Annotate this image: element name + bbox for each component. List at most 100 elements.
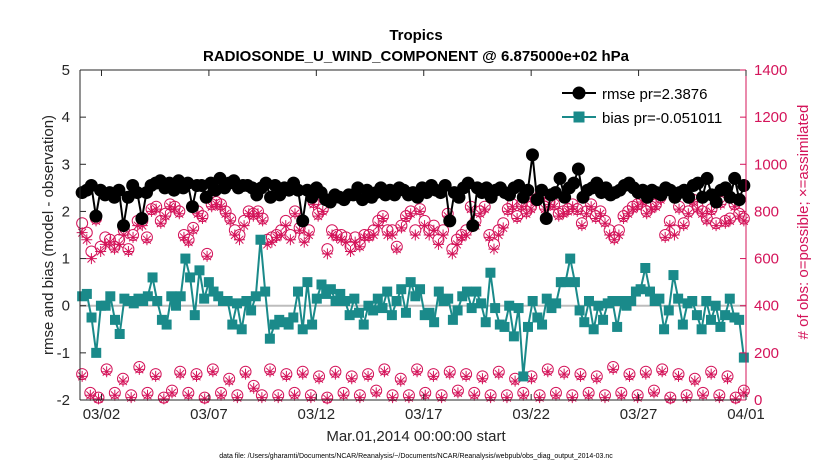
obs-assimilated-point	[321, 393, 333, 405]
obs-assimilated-point	[354, 392, 366, 404]
obs-assimilated-point	[270, 231, 282, 243]
obs-assimilated-point	[158, 393, 170, 405]
obs-assimilated-point	[113, 238, 125, 250]
rmse-point	[728, 171, 742, 185]
bias-point	[668, 270, 679, 281]
bias-point	[537, 319, 548, 330]
obs-assimilated-point	[583, 389, 595, 401]
bias-point	[527, 296, 538, 306]
obs-assimilated-point	[664, 393, 676, 405]
bias-point	[297, 324, 308, 335]
obs-assimilated-point	[591, 373, 603, 385]
obs-assimilated-point	[571, 205, 583, 217]
bias-point	[339, 296, 350, 306]
obs-assimilated-point	[313, 373, 325, 385]
bias-point	[532, 312, 543, 323]
bias-point	[663, 305, 674, 316]
obs-assimilated-point	[574, 370, 586, 382]
obs-assimilated-point	[76, 227, 88, 239]
bias-point	[283, 319, 294, 330]
rmse-point	[553, 171, 567, 185]
obs-assimilated-point	[125, 392, 137, 404]
bias-point	[476, 298, 487, 309]
bias-point	[330, 296, 341, 306]
obs-assimilated-point	[485, 392, 497, 404]
rmse-point	[291, 183, 305, 197]
obs-assimilated-point	[340, 236, 352, 248]
bias-point	[598, 314, 609, 325]
bias-point	[644, 286, 655, 297]
obs-assimilated-point	[411, 366, 423, 378]
obs-assimilated-point	[428, 224, 440, 236]
obs-assimilated-point	[101, 366, 113, 378]
bias-point	[161, 319, 172, 330]
obs-assimilated-point	[257, 215, 269, 227]
legend-bias-marker	[573, 111, 585, 123]
obs-assimilated-point	[719, 217, 731, 229]
bias-point	[354, 307, 365, 318]
obs-assimilated-point	[104, 236, 116, 248]
obs-assimilated-point	[275, 229, 287, 241]
obs-assimilated-point	[648, 387, 660, 399]
obs-assimilated-point	[372, 220, 384, 232]
obs-assimilated-point	[335, 234, 347, 246]
obs-assimilated-point	[414, 205, 426, 217]
bias-point	[100, 300, 111, 311]
legend-box	[558, 80, 740, 128]
legend-rmse-marker	[572, 86, 586, 100]
obs-assimilated-point	[349, 236, 361, 248]
bias-point	[452, 305, 463, 316]
obs-assimilated-point	[150, 203, 162, 215]
obs-assimilated-point	[479, 203, 491, 215]
y-tick-label: 2	[62, 203, 70, 220]
bias-point	[246, 305, 257, 316]
obs-assimilated-point	[240, 368, 252, 380]
obs-assimilated-point	[298, 236, 310, 248]
obs-assimilated-point	[395, 222, 407, 234]
obs-assimilated-point	[516, 201, 528, 213]
bias-point	[715, 321, 726, 332]
obs-assimilated-point	[386, 229, 398, 241]
bias-point	[593, 300, 604, 311]
bias-point	[325, 284, 336, 295]
obs-assimilated-point	[345, 246, 357, 257]
bias-point	[293, 286, 304, 297]
rmse-point	[117, 219, 131, 233]
bias-point	[180, 253, 191, 264]
y-tick-label: 1	[62, 251, 70, 268]
bias-point	[569, 277, 580, 288]
obs-assimilated-point	[493, 229, 505, 241]
bias-point	[626, 296, 637, 306]
obs-assimilated-point	[362, 370, 374, 382]
obs-assimilated-point	[308, 198, 320, 210]
obs-assimilated-point	[387, 392, 399, 404]
obs-assimilated-point	[264, 366, 276, 378]
bias-point	[91, 347, 102, 358]
obs-assimilated-point	[607, 363, 619, 375]
obs-assimilated-point	[437, 229, 449, 241]
y-right-tick-label: 800	[754, 203, 779, 220]
x-tick-label: 03/17	[405, 406, 443, 423]
bias-point	[691, 310, 702, 321]
bias-point	[189, 310, 200, 321]
bias-point	[499, 321, 510, 332]
obs-assimilated-point	[722, 373, 734, 385]
x-tick-label: 03/27	[620, 406, 658, 423]
bias-point	[522, 321, 533, 332]
bias-point	[166, 291, 177, 302]
obs-assimilated-point	[174, 368, 186, 380]
obs-assimilated-point	[525, 203, 537, 215]
obs-assimilated-point	[233, 234, 245, 246]
obs-assimilated-point	[615, 389, 627, 401]
obs-assimilated-point	[256, 392, 268, 404]
bias-point	[724, 293, 735, 304]
obs-assimilated-point	[238, 220, 250, 232]
obs-assimilated-point	[724, 215, 736, 227]
bias-point	[659, 324, 670, 335]
obs-assimilated-point	[118, 229, 130, 241]
obs-assimilated-point	[280, 220, 292, 232]
bias-point	[654, 293, 665, 304]
obs-assimilated-point	[501, 392, 513, 404]
rmse-point	[567, 176, 581, 190]
obs-assimilated-point	[623, 370, 635, 382]
